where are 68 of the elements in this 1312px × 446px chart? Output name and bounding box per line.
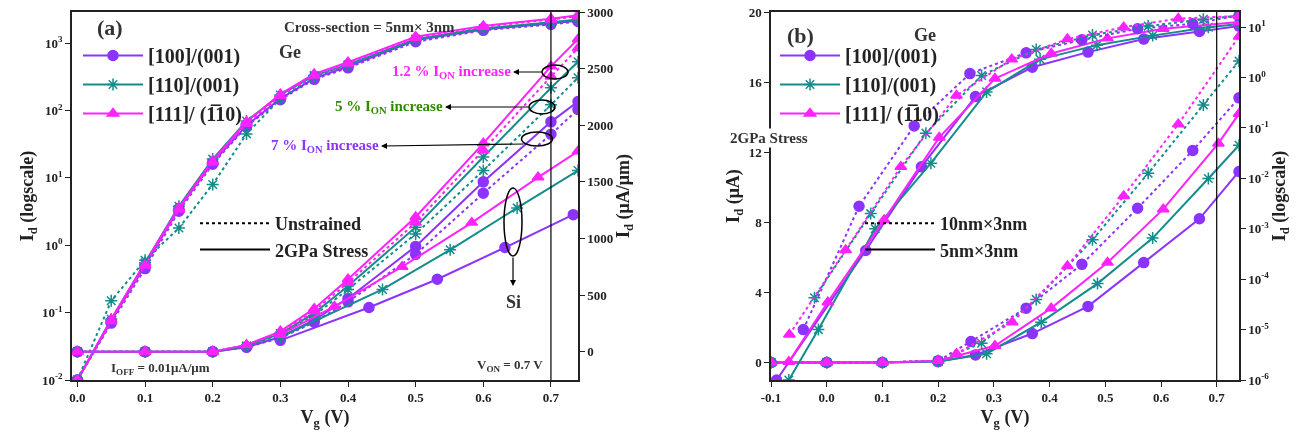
y2-tick-label: 1000 bbox=[587, 231, 614, 247]
y-tick-label: 10$^{-1}$ bbox=[42, 303, 64, 321]
x-tick-label: 0.7 bbox=[1208, 390, 1226, 406]
y2-tick-label: 1500 bbox=[587, 174, 614, 190]
x-tick-label: 0.2 bbox=[204, 390, 221, 406]
y-tick-label: 10$^{-2}$ bbox=[42, 371, 64, 388]
annotation: (b) bbox=[787, 23, 814, 48]
y-tick-label: 10$^{0}$ bbox=[45, 236, 64, 253]
y2-tick-label: 10$^{-4}$ bbox=[1248, 270, 1270, 287]
legend-label: [110]/(001) bbox=[845, 74, 937, 98]
x-axis-title: V$_{g}$ (V) bbox=[980, 406, 1030, 430]
y2-tick-label: 3000 bbox=[587, 4, 614, 20]
x-tick-label: 0.6 bbox=[1152, 390, 1170, 406]
annotation: Ge bbox=[914, 25, 936, 45]
annotation: 5 % I$_{ON}$ increase bbox=[335, 98, 443, 117]
y2-tick-label: 2000 bbox=[587, 117, 614, 133]
x-tick-label: -0.1 bbox=[760, 390, 782, 406]
y2-tick-label: 500 bbox=[587, 287, 607, 303]
y2-tick-label: 10$^{0}$ bbox=[1248, 68, 1267, 86]
legend-label: [100]/(001) bbox=[845, 45, 938, 69]
legend-label: [111]/ (1̅10) bbox=[845, 103, 939, 127]
x-axis-title: V$_{g}$ (V) bbox=[300, 406, 350, 430]
annotation: 7 % I$_{ON}$ increase bbox=[271, 137, 379, 156]
legend-label: [100]/(001) bbox=[148, 45, 241, 69]
y-tick-label: 0 bbox=[755, 355, 762, 371]
annotation: V$_{ON}$ = 0.7 V bbox=[477, 357, 544, 374]
annotation: 2GPa Stress bbox=[730, 130, 808, 146]
x-tick-label: 0.0 bbox=[818, 390, 835, 406]
y2-tick-label: 10$^{1}$ bbox=[1248, 18, 1267, 35]
x-tick-label: 0.3 bbox=[985, 390, 1003, 406]
x-tick-label: 0.0 bbox=[69, 390, 86, 406]
legend-label: 5nm×3nm bbox=[940, 240, 1019, 261]
y-tick-label: 8 bbox=[755, 214, 763, 230]
y2-tick-label: 2500 bbox=[587, 61, 614, 77]
y-tick-label: 10$^{3}$ bbox=[45, 34, 64, 51]
y-tick-label: 20 bbox=[748, 4, 762, 20]
annotation: (a) bbox=[97, 15, 123, 40]
x-tick-label: 0.2 bbox=[930, 390, 947, 406]
y-tick-label: 16 bbox=[748, 74, 763, 90]
annotation: Cross-section = 5nm× 3nm bbox=[284, 19, 456, 35]
x-tick-label: 0.1 bbox=[136, 390, 154, 406]
annotation: 1.2 % I$_{ON}$ increase bbox=[392, 63, 512, 82]
y-tick-label: 10$^{2}$ bbox=[45, 101, 64, 119]
legend-label: Unstrained bbox=[275, 214, 362, 235]
legend-label: [110]/(001) bbox=[148, 74, 240, 98]
x-tick-label: 0.5 bbox=[1097, 390, 1114, 406]
y2-tick-label: 10$^{-2}$ bbox=[1248, 169, 1270, 186]
annotation: Ge bbox=[279, 42, 301, 62]
annotation: Si bbox=[506, 292, 522, 312]
x-tick-label: 0.7 bbox=[542, 390, 560, 406]
y-tick-label: 10$^{1}$ bbox=[45, 168, 64, 186]
y-tick-label: 4 bbox=[755, 284, 763, 300]
legend-label: 2GPa Stress bbox=[275, 240, 369, 261]
x-tick-label: 0.1 bbox=[874, 390, 891, 406]
x-tick-label: 0.4 bbox=[1041, 390, 1059, 406]
x-tick-label: 0.4 bbox=[339, 390, 357, 406]
legend-label: [111]/ (1̅10) bbox=[148, 103, 242, 127]
y2-tick-label: 0 bbox=[587, 344, 594, 360]
x-tick-label: 0.6 bbox=[475, 390, 492, 406]
y2-tick-label: 10$^{-6}$ bbox=[1248, 371, 1270, 388]
annotation: I$_{OFF}$ = 0.01μA/μm bbox=[111, 360, 210, 377]
y2-tick-label: 10$^{-5}$ bbox=[1248, 320, 1270, 338]
x-tick-label: 0.5 bbox=[407, 390, 425, 406]
y2-tick-label: 10$^{-1}$ bbox=[1248, 119, 1270, 136]
y-tick-label: 12 bbox=[748, 144, 762, 160]
legend-label: 10nm×3nm bbox=[940, 214, 1028, 235]
y2-tick-label: 10$^{-3}$ bbox=[1248, 219, 1270, 237]
x-tick-label: 0.3 bbox=[272, 390, 289, 406]
